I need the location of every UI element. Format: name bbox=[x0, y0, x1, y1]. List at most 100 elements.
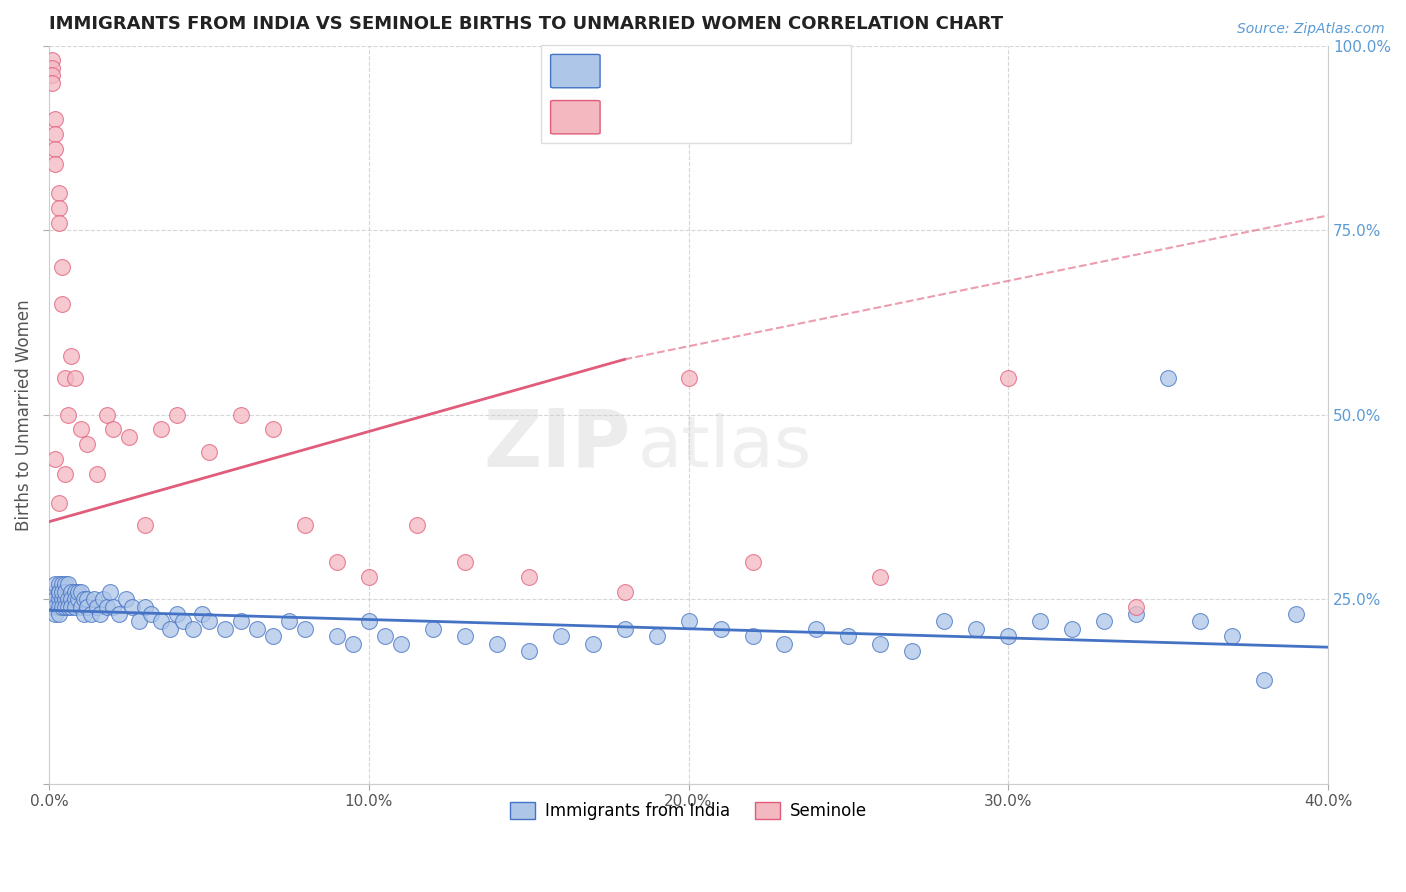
Point bbox=[374, 629, 396, 643]
Text: ZIP: ZIP bbox=[484, 405, 631, 483]
Point bbox=[53, 467, 76, 481]
Point bbox=[159, 622, 181, 636]
Point bbox=[342, 636, 364, 650]
Point bbox=[44, 142, 66, 156]
Point bbox=[56, 408, 79, 422]
Point bbox=[101, 599, 124, 614]
Point bbox=[118, 430, 141, 444]
Point bbox=[198, 444, 221, 458]
Point bbox=[1062, 622, 1084, 636]
Point bbox=[41, 76, 63, 90]
Point bbox=[66, 584, 89, 599]
Point bbox=[60, 592, 83, 607]
Point bbox=[76, 437, 98, 451]
Point bbox=[101, 422, 124, 436]
Point bbox=[44, 607, 66, 621]
Point bbox=[121, 599, 143, 614]
Point bbox=[91, 592, 114, 607]
Point bbox=[678, 615, 700, 629]
Point bbox=[214, 622, 236, 636]
Point bbox=[134, 518, 156, 533]
Point bbox=[53, 371, 76, 385]
Point bbox=[44, 599, 66, 614]
Point bbox=[198, 615, 221, 629]
Point bbox=[581, 636, 603, 650]
Point bbox=[1157, 371, 1180, 385]
Point bbox=[141, 607, 163, 621]
Text: IMMIGRANTS FROM INDIA VS SEMINOLE BIRTHS TO UNMARRIED WOMEN CORRELATION CHART: IMMIGRANTS FROM INDIA VS SEMINOLE BIRTHS… bbox=[49, 15, 1002, 33]
Point bbox=[63, 592, 86, 607]
Point bbox=[44, 592, 66, 607]
Point bbox=[79, 607, 101, 621]
Point bbox=[44, 577, 66, 591]
Point bbox=[405, 518, 427, 533]
Point bbox=[149, 615, 172, 629]
Point bbox=[44, 127, 66, 141]
Text: 98: 98 bbox=[786, 62, 810, 80]
Point bbox=[53, 584, 76, 599]
Point bbox=[326, 555, 349, 569]
Point bbox=[51, 577, 73, 591]
Point bbox=[60, 349, 83, 363]
Point bbox=[48, 216, 70, 230]
Point bbox=[997, 371, 1019, 385]
Point bbox=[41, 68, 63, 82]
Point bbox=[277, 615, 299, 629]
Point bbox=[48, 584, 70, 599]
Point bbox=[48, 584, 70, 599]
Point bbox=[191, 607, 214, 621]
Point bbox=[44, 452, 66, 467]
Point bbox=[63, 599, 86, 614]
Text: 0.139: 0.139 bbox=[652, 108, 707, 126]
Point bbox=[70, 584, 93, 599]
Point bbox=[166, 607, 188, 621]
Point bbox=[86, 599, 108, 614]
Text: N =: N = bbox=[742, 62, 782, 80]
Point bbox=[262, 422, 284, 436]
Point bbox=[229, 615, 252, 629]
Point bbox=[76, 592, 98, 607]
Point bbox=[517, 570, 540, 584]
Point bbox=[96, 408, 118, 422]
Point bbox=[53, 592, 76, 607]
Point bbox=[934, 615, 956, 629]
Point bbox=[1189, 615, 1212, 629]
Point bbox=[645, 629, 668, 643]
Point bbox=[83, 592, 105, 607]
Point bbox=[41, 54, 63, 68]
Point bbox=[172, 615, 194, 629]
Point bbox=[108, 607, 131, 621]
Point bbox=[741, 629, 763, 643]
Point bbox=[66, 592, 89, 607]
Point bbox=[56, 577, 79, 591]
Point bbox=[181, 622, 204, 636]
Point bbox=[149, 422, 172, 436]
Point bbox=[86, 467, 108, 481]
Point bbox=[454, 555, 477, 569]
Point bbox=[1029, 615, 1052, 629]
Point bbox=[806, 622, 828, 636]
Point bbox=[389, 636, 412, 650]
Point bbox=[96, 599, 118, 614]
Point bbox=[53, 599, 76, 614]
Legend: Immigrants from India, Seminole: Immigrants from India, Seminole bbox=[503, 796, 875, 827]
Point bbox=[41, 592, 63, 607]
Point bbox=[48, 186, 70, 201]
Point bbox=[73, 607, 96, 621]
Text: N =: N = bbox=[742, 108, 782, 126]
Point bbox=[485, 636, 508, 650]
Point bbox=[48, 599, 70, 614]
Point bbox=[997, 629, 1019, 643]
Point bbox=[63, 584, 86, 599]
Point bbox=[48, 577, 70, 591]
Point bbox=[1220, 629, 1243, 643]
Text: 44: 44 bbox=[786, 108, 810, 126]
Point bbox=[550, 629, 572, 643]
Point bbox=[60, 599, 83, 614]
Point bbox=[678, 371, 700, 385]
Point bbox=[51, 592, 73, 607]
Point bbox=[98, 584, 121, 599]
Text: atlas: atlas bbox=[637, 413, 811, 483]
Point bbox=[114, 592, 136, 607]
Point bbox=[294, 518, 316, 533]
